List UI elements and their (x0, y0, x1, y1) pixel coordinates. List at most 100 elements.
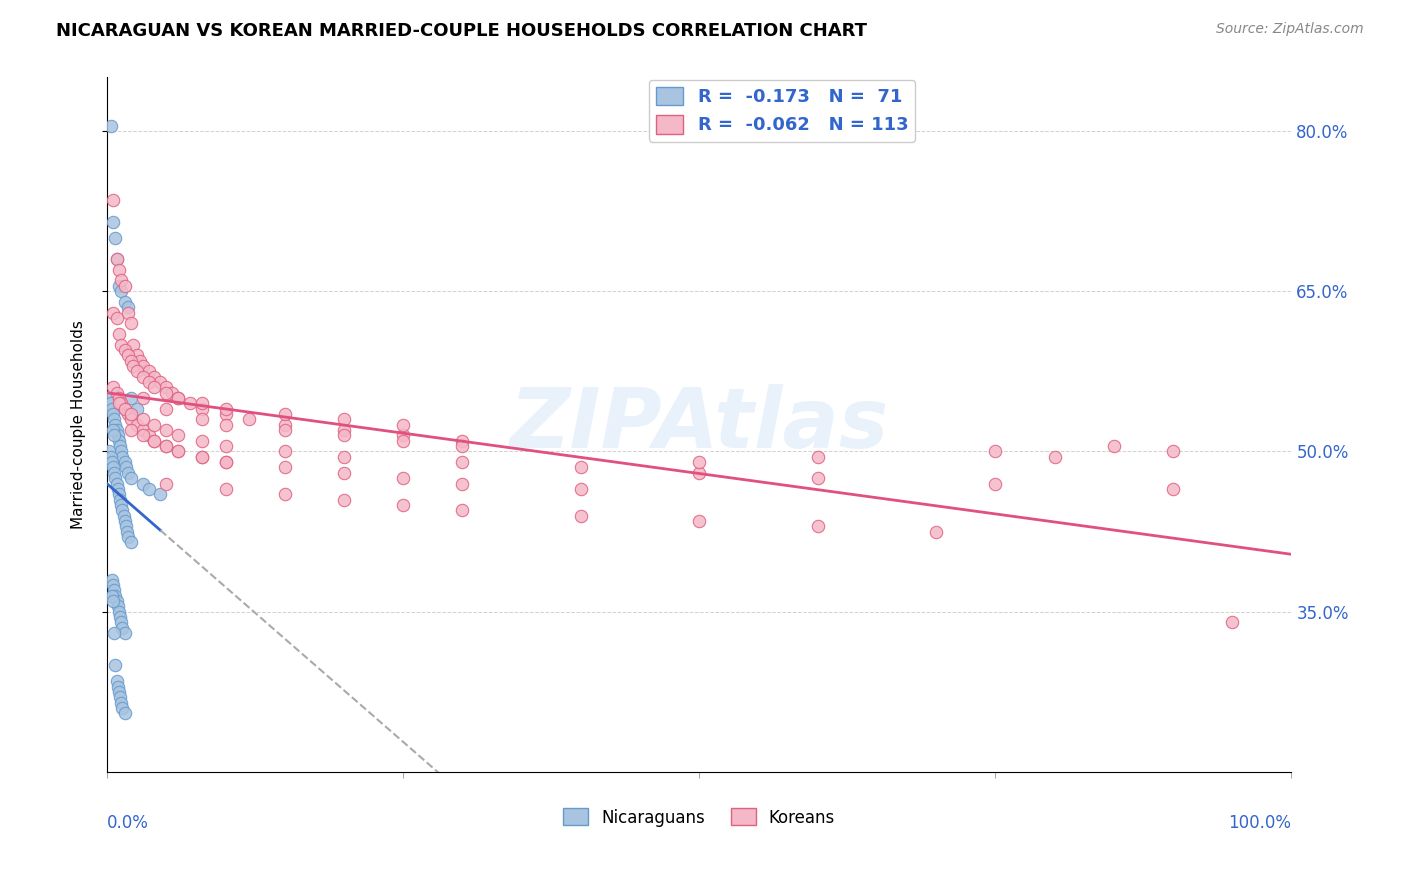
Point (103, 583, 125, 598)
Point (1220, 615, 1243, 630)
Point (117, 466, 139, 480)
Point (120, 412, 142, 426)
Point (101, 407, 124, 421)
Point (110, 444, 132, 458)
Point (117, 348, 139, 362)
Point (110, 337, 132, 351)
Point (807, 450, 830, 464)
Point (131, 359, 153, 373)
Point (101, 573, 124, 587)
Point (155, 439, 177, 453)
Point (111, 503, 134, 517)
Point (191, 396, 214, 410)
Point (191, 412, 214, 426)
Point (1161, 482, 1184, 496)
Point (131, 369, 153, 384)
Point (107, 680, 129, 694)
Point (120, 423, 142, 437)
Point (129, 353, 152, 368)
Point (138, 375, 160, 389)
Point (392, 428, 415, 442)
Point (155, 476, 177, 491)
Point (98, 444, 121, 458)
Point (1102, 439, 1125, 453)
Point (120, 535, 142, 549)
Point (984, 444, 1007, 458)
Point (807, 519, 830, 533)
Point (111, 450, 134, 464)
Point (1161, 444, 1184, 458)
Point (101, 215, 124, 229)
Point (101, 305, 124, 319)
Point (107, 482, 129, 496)
Point (179, 396, 201, 410)
Point (110, 615, 132, 630)
Point (105, 252, 128, 266)
Point (143, 434, 166, 448)
Text: Source: ZipAtlas.com: Source: ZipAtlas.com (1216, 22, 1364, 37)
Point (191, 450, 214, 464)
Point (160, 385, 183, 400)
Point (138, 482, 160, 496)
Point (688, 514, 710, 528)
Point (274, 423, 297, 437)
Point (105, 385, 128, 400)
Point (125, 348, 148, 362)
Point (115, 519, 138, 533)
Point (131, 476, 153, 491)
Point (688, 455, 710, 469)
Point (114, 294, 136, 309)
Point (392, 434, 415, 448)
Point (108, 326, 131, 341)
Point (191, 401, 214, 416)
Point (149, 375, 172, 389)
Point (143, 380, 166, 394)
Point (100, 119, 122, 133)
Point (131, 423, 153, 437)
Point (333, 428, 356, 442)
Point (143, 417, 166, 432)
Point (120, 316, 142, 330)
Point (104, 658, 127, 673)
Point (569, 460, 592, 475)
Point (214, 439, 236, 453)
Point (214, 455, 236, 469)
Point (333, 466, 356, 480)
Point (100, 396, 122, 410)
Point (103, 412, 125, 426)
Point (107, 599, 129, 614)
Point (105, 252, 128, 266)
Point (143, 369, 166, 384)
Point (114, 455, 136, 469)
Legend: Nicaraguans, Koreans: Nicaraguans, Koreans (557, 802, 842, 833)
Point (125, 417, 148, 432)
Point (214, 407, 236, 421)
Point (105, 674, 128, 689)
Point (101, 380, 124, 394)
Point (155, 401, 177, 416)
Point (120, 353, 142, 368)
Point (114, 278, 136, 293)
Point (105, 310, 128, 325)
Point (333, 492, 356, 507)
Point (131, 391, 153, 405)
Point (101, 423, 124, 437)
Point (149, 487, 172, 501)
Point (125, 364, 148, 378)
Point (155, 385, 177, 400)
Text: ZIPAtlas: ZIPAtlas (509, 384, 889, 466)
Point (98, 391, 121, 405)
Point (108, 605, 131, 619)
Point (274, 487, 297, 501)
Point (104, 231, 127, 245)
Point (110, 498, 132, 512)
Text: NICARAGUAN VS KOREAN MARRIED-COUPLE HOUSEHOLDS CORRELATION CHART: NICARAGUAN VS KOREAN MARRIED-COUPLE HOUS… (56, 22, 868, 40)
Point (167, 444, 190, 458)
Point (103, 466, 125, 480)
Point (114, 626, 136, 640)
Point (114, 514, 136, 528)
Point (984, 476, 1007, 491)
Point (333, 423, 356, 437)
Point (105, 594, 128, 608)
Point (110, 396, 132, 410)
